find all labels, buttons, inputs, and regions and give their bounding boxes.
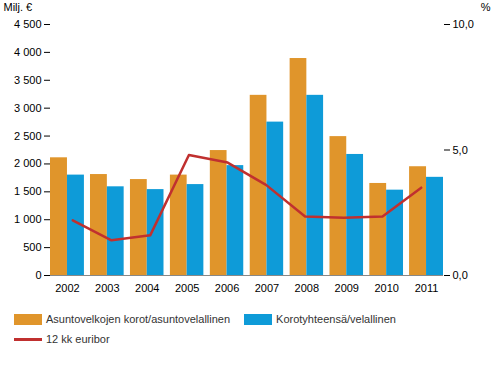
svg-text:1 500: 1 500 xyxy=(14,185,42,197)
svg-text:2007: 2007 xyxy=(255,282,279,294)
svg-text:5,0: 5,0 xyxy=(453,144,468,156)
html-text:Korotyhteensä/velallinen: Korotyhteensä/velallinen xyxy=(276,313,396,325)
html-text:12 kk euribor: 12 kk euribor xyxy=(46,333,110,345)
svg-text:2 000: 2 000 xyxy=(14,157,42,169)
svg-text:2002: 2002 xyxy=(55,282,79,294)
svg-text:10,0: 10,0 xyxy=(453,18,474,30)
svg-text:Milj. €: Milj. € xyxy=(4,1,33,13)
svg-text:1 000: 1 000 xyxy=(14,213,42,225)
svg-text:2010: 2010 xyxy=(374,282,398,294)
svg-text:4 500: 4 500 xyxy=(14,18,42,30)
svg-text:500: 500 xyxy=(23,241,41,253)
svg-text:4 000: 4 000 xyxy=(14,46,42,58)
svg-text:2011: 2011 xyxy=(415,282,439,294)
svg-text:0: 0 xyxy=(35,269,41,281)
svg-text:3 000: 3 000 xyxy=(14,102,42,114)
svg-text:3 500: 3 500 xyxy=(14,74,42,86)
svg-text:2003: 2003 xyxy=(95,282,119,294)
svg-text:2008: 2008 xyxy=(295,282,319,294)
svg-text:2004: 2004 xyxy=(135,282,159,294)
svg-text:0,0: 0,0 xyxy=(453,269,468,281)
svg-text:2009: 2009 xyxy=(335,282,359,294)
svg-text:2 500: 2 500 xyxy=(14,130,42,142)
svg-text:%: % xyxy=(481,1,491,13)
html-text:Asuntovelkojen korot/asuntovel: Asuntovelkojen korot/asuntovelallinen xyxy=(46,313,231,325)
svg-text:2006: 2006 xyxy=(215,282,239,294)
svg-text:2005: 2005 xyxy=(175,282,199,294)
